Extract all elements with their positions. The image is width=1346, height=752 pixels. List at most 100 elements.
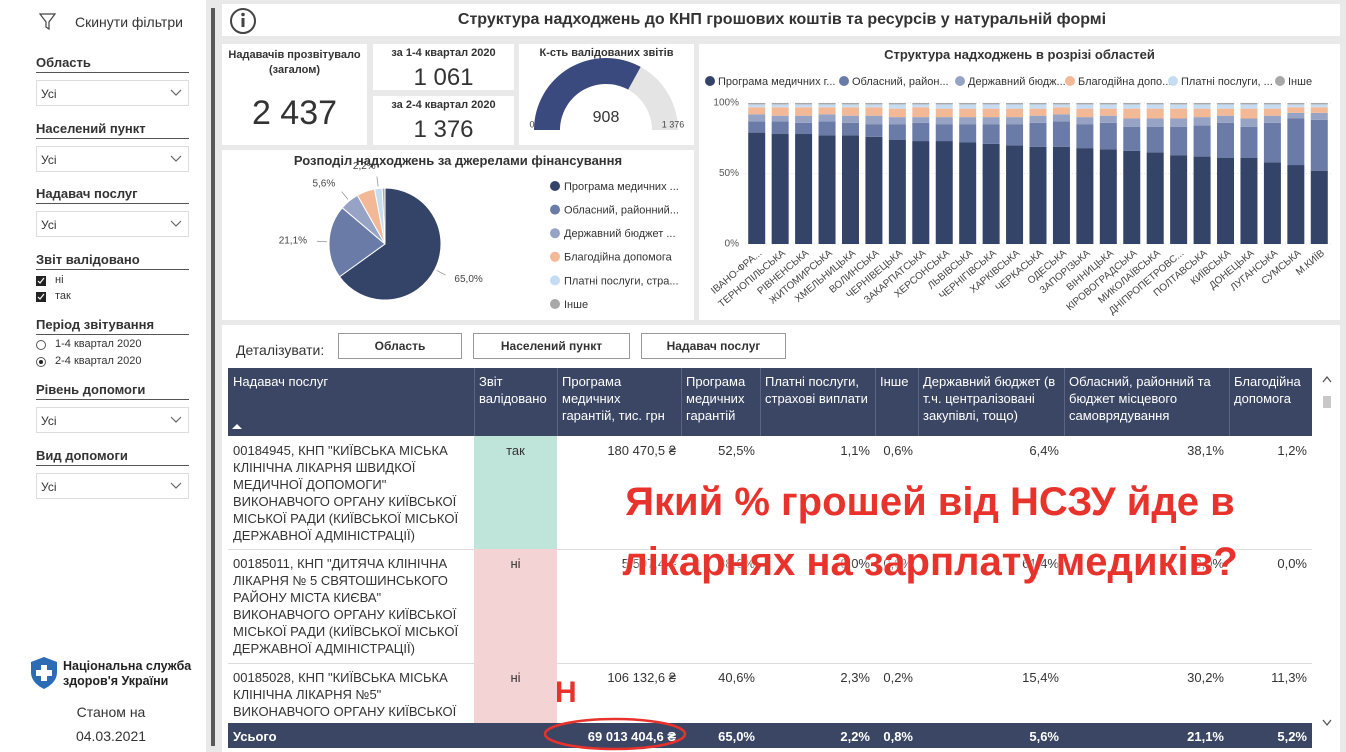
- table-cell: 0,0%: [1277, 556, 1307, 571]
- bar-segment: [982, 143, 1000, 244]
- legend-dot: [550, 181, 560, 191]
- filter-underline: [36, 334, 189, 335]
- bar-segment: [912, 141, 930, 244]
- legend-label: Благодійна допо...: [1078, 76, 1171, 88]
- pie-label: 65,0%: [454, 274, 482, 285]
- radio[interactable]: [36, 357, 46, 367]
- bar-segment: [1029, 115, 1047, 123]
- bar-segment: [1217, 103, 1235, 105]
- column-header: Програма медичних гарантій, тис. грн: [562, 374, 665, 423]
- bar-segment: [865, 107, 883, 116]
- table-cell: 0,0%: [840, 556, 870, 571]
- bar-segment: [1006, 145, 1024, 244]
- bar-segment: [982, 104, 1000, 109]
- bar-segment: [982, 117, 1000, 125]
- bar-segment: [771, 107, 789, 116]
- total-cell: 69 013 404,6 ₴: [587, 729, 676, 744]
- reset-filters[interactable]: Скинути фільтри: [75, 14, 183, 30]
- column-header: Обласний, районний та бюджет місцевого с…: [1069, 374, 1211, 423]
- bar-segment: [1146, 104, 1164, 109]
- bar-segment: [818, 103, 836, 105]
- table-cell: ні: [510, 556, 521, 571]
- scroll-down: [1322, 719, 1332, 727]
- filter-label: Надавач послуг: [36, 186, 138, 201]
- checkbox[interactable]: [36, 276, 46, 286]
- bar-segment: [912, 122, 930, 142]
- bar-segment: [1006, 117, 1024, 125]
- bar-segment: [1052, 104, 1070, 108]
- highlight-ellipse: [543, 717, 687, 751]
- filter-label: Звіт валідовано: [36, 252, 140, 267]
- dropdown[interactable]: Усі: [36, 473, 189, 499]
- dropdown[interactable]: Усі: [36, 146, 189, 172]
- bar-segment: [1263, 162, 1281, 244]
- bar-segment: [888, 117, 906, 125]
- chevron: [170, 89, 182, 96]
- check-path: [37, 293, 45, 300]
- column-divider: [1229, 368, 1230, 436]
- filter-label: Рівень допомоги: [36, 382, 146, 397]
- bar-segment: [1310, 112, 1328, 120]
- bar-segment: [959, 104, 977, 109]
- bar-segment: [1006, 124, 1024, 146]
- bar-segment: [935, 141, 953, 244]
- page-title: Структура надходжень до КНП грошових кош…: [457, 11, 1107, 28]
- detail-button[interactable]: Населений пункт: [473, 333, 630, 359]
- bar-segment: [1006, 103, 1024, 105]
- bar-segment: [912, 117, 930, 123]
- leader-line: [436, 270, 446, 276]
- bar-segment: [1170, 108, 1188, 119]
- bar-segment: [795, 107, 813, 116]
- total-cell: 5,2%: [1277, 729, 1307, 744]
- bar-segment: [912, 104, 930, 108]
- detail-button[interactable]: Надавач послуг: [641, 333, 786, 359]
- dropdown[interactable]: Усі: [36, 407, 189, 433]
- bar-segment: [1146, 108, 1164, 119]
- bar-segment: [1217, 108, 1235, 116]
- gauge-max: 1 376: [662, 119, 685, 129]
- pie-slice: [338, 187, 442, 301]
- bar-segment: [795, 104, 813, 108]
- bar-segment: [1193, 156, 1211, 244]
- gauge-value: 908: [593, 109, 620, 126]
- table-cell: 0,6%: [883, 443, 913, 458]
- bar-segment: [1123, 126, 1141, 151]
- table-cell: ні: [510, 670, 521, 685]
- bar-card: Структура надходжень в розрізі областей П…: [699, 44, 1340, 320]
- bar-segment: [1263, 103, 1281, 105]
- bar-segment: [1263, 104, 1281, 109]
- bar-segment: [1240, 126, 1258, 158]
- bar-segment: [818, 121, 836, 136]
- bar-segment: [1123, 108, 1141, 119]
- radio-label: 1-4 квартал 2020: [55, 338, 142, 350]
- bar-segment: [1287, 103, 1305, 105]
- bar-segment: [865, 104, 883, 108]
- dropdown[interactable]: Усі: [36, 80, 189, 106]
- dropdown[interactable]: Усі: [36, 211, 189, 237]
- scroll-up: [1322, 375, 1332, 383]
- pie-slice: [381, 187, 386, 245]
- checkbox[interactable]: [36, 292, 46, 302]
- table-cell: 6,4%: [1029, 443, 1059, 458]
- detail-button[interactable]: Область: [338, 333, 462, 359]
- filter-underline: [36, 269, 189, 270]
- bar-segment: [1170, 103, 1188, 105]
- bar-segment: [1076, 124, 1094, 149]
- legend-dot: [550, 204, 560, 215]
- scrollbar[interactable]: [1320, 368, 1334, 730]
- gauge-fill: [534, 57, 641, 130]
- radio[interactable]: [36, 340, 46, 350]
- kpi-card: за 1-4 квартал 2020 1 061: [373, 44, 514, 91]
- pie-card: Розподіл надходжень за джерелами фінансу…: [222, 150, 694, 320]
- bar-segment: [959, 124, 977, 143]
- bar-segment: [841, 135, 859, 244]
- bar-segment: [912, 107, 930, 118]
- chart-title: Розподіл надходжень за джерелами фінансу…: [293, 153, 623, 168]
- table-cell: 40,6%: [718, 670, 755, 685]
- bar-segment: [1052, 114, 1070, 122]
- bar-segment: [1123, 104, 1141, 109]
- column-header: Програма медичних гарантій: [686, 374, 746, 423]
- validated-cell: [474, 436, 557, 549]
- validated-cell: [474, 663, 557, 723]
- bar-segment: [1193, 108, 1211, 118]
